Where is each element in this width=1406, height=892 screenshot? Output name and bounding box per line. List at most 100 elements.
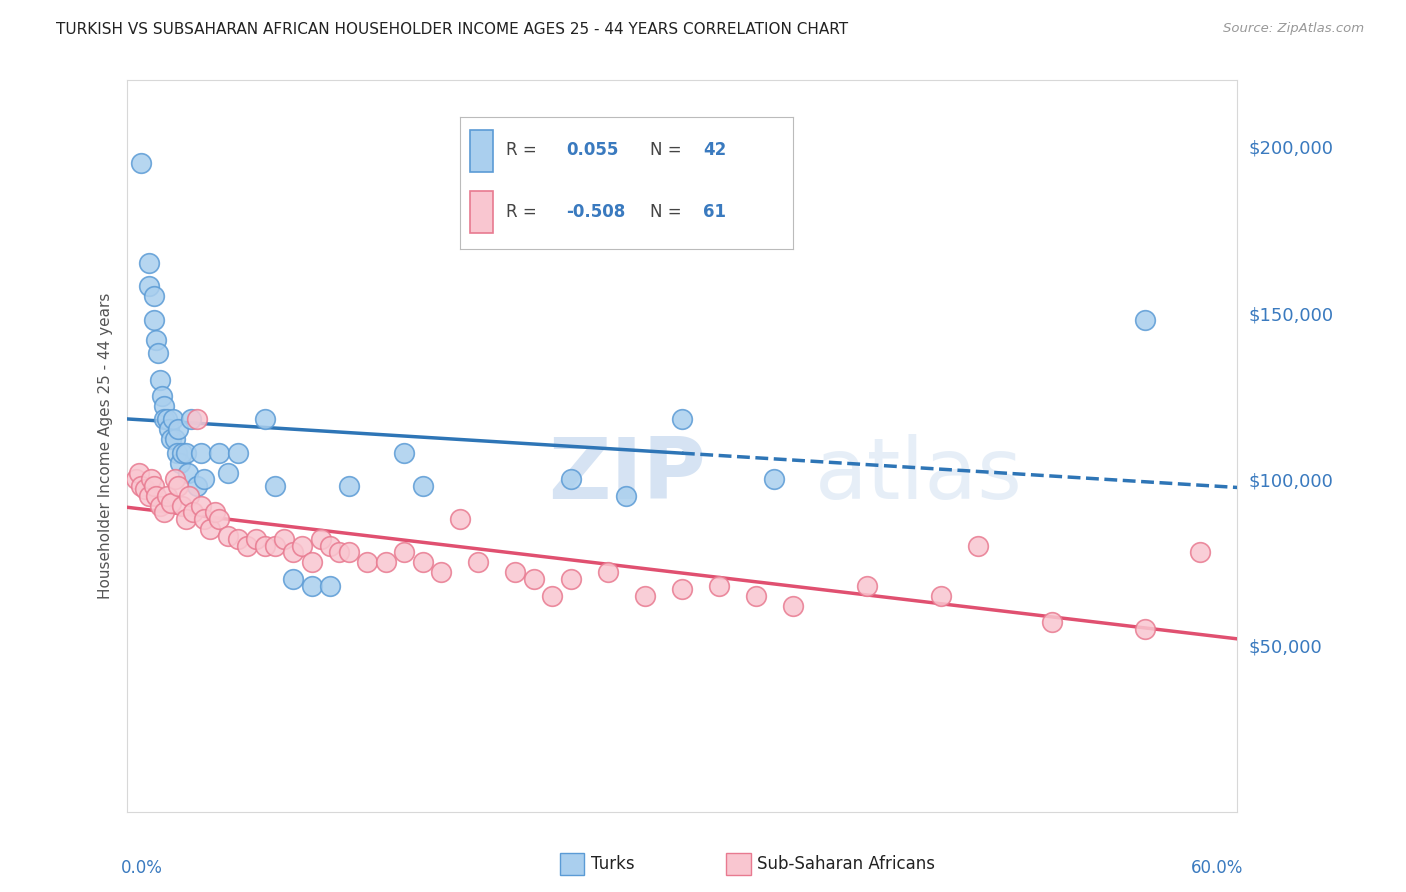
Point [145, 489, 167, 503]
Point [217, 466, 239, 480]
Point [143, 289, 166, 303]
Point [430, 566, 453, 580]
Point [226, 445, 249, 459]
Point [190, 499, 212, 513]
Point [208, 512, 231, 526]
Point [174, 445, 197, 459]
Point [596, 566, 619, 580]
Point [541, 589, 564, 603]
Point [394, 445, 416, 459]
Point [149, 499, 172, 513]
Point [156, 412, 179, 426]
Point [449, 512, 471, 526]
Point [337, 545, 360, 559]
Point [181, 506, 204, 520]
Point [929, 589, 952, 603]
Point [671, 582, 693, 596]
Point [166, 445, 188, 459]
FancyBboxPatch shape [727, 854, 751, 875]
Text: TURKISH VS SUBSAHARAN AFRICAN HOUSEHOLDER INCOME AGES 25 - 44 YEARS CORRELATION : TURKISH VS SUBSAHARAN AFRICAN HOUSEHOLDE… [56, 22, 848, 37]
Y-axis label: Householder Income Ages 25 - 44 years: Householder Income Ages 25 - 44 years [97, 293, 112, 599]
Point [204, 506, 226, 520]
Point [1133, 312, 1156, 326]
Point [782, 599, 804, 613]
Point [374, 555, 396, 569]
Point [172, 499, 194, 513]
Point [138, 279, 160, 293]
Point [134, 482, 156, 496]
Point [167, 422, 190, 436]
Point [143, 479, 166, 493]
Point [198, 522, 221, 536]
Point [186, 479, 208, 493]
Point [167, 479, 190, 493]
Point [149, 372, 172, 386]
Point [467, 555, 489, 569]
Text: Turks: Turks [591, 855, 634, 873]
Point [138, 256, 160, 270]
Point [263, 539, 285, 553]
Point [560, 572, 582, 586]
Point [131, 479, 153, 493]
Point [281, 545, 304, 559]
Point [319, 579, 342, 593]
Point [125, 472, 148, 486]
Point [236, 539, 259, 553]
Point [671, 412, 693, 426]
Point [328, 545, 350, 559]
Point [560, 472, 582, 486]
Point [356, 555, 378, 569]
Point [1189, 545, 1212, 559]
Point [163, 433, 186, 447]
Point [967, 539, 990, 553]
Point [193, 512, 215, 526]
Point [156, 489, 179, 503]
Point [707, 579, 730, 593]
Point [138, 489, 160, 503]
Point [856, 579, 879, 593]
Point [157, 422, 180, 436]
Point [152, 506, 174, 520]
Point [503, 566, 526, 580]
Point [180, 412, 202, 426]
Point [226, 532, 249, 546]
Point [254, 539, 277, 553]
Point [163, 472, 186, 486]
Point [174, 512, 197, 526]
Point [146, 346, 169, 360]
Point [412, 555, 434, 569]
Text: atlas: atlas [815, 434, 1024, 516]
Point [291, 539, 314, 553]
Point [1133, 622, 1156, 636]
Point [319, 539, 342, 553]
Point [190, 445, 212, 459]
Point [186, 412, 208, 426]
Point [301, 555, 323, 569]
Point [301, 579, 323, 593]
Point [128, 466, 150, 480]
Point [281, 572, 304, 586]
Point [152, 399, 174, 413]
Point [208, 445, 231, 459]
Point [1040, 615, 1063, 630]
Point [523, 572, 546, 586]
Point [131, 156, 153, 170]
Point [217, 529, 239, 543]
Point [145, 333, 167, 347]
Point [309, 532, 332, 546]
Point [172, 445, 194, 459]
Point [616, 489, 638, 503]
Point [254, 412, 277, 426]
Point [412, 479, 434, 493]
Text: Sub-Saharan Africans: Sub-Saharan Africans [758, 855, 935, 873]
Point [245, 532, 267, 546]
Point [162, 412, 184, 426]
Point [169, 456, 191, 470]
Point [745, 589, 768, 603]
Point [763, 472, 786, 486]
Point [337, 479, 360, 493]
Point [160, 433, 183, 447]
Point [634, 589, 657, 603]
Point [193, 472, 215, 486]
Point [273, 532, 295, 546]
